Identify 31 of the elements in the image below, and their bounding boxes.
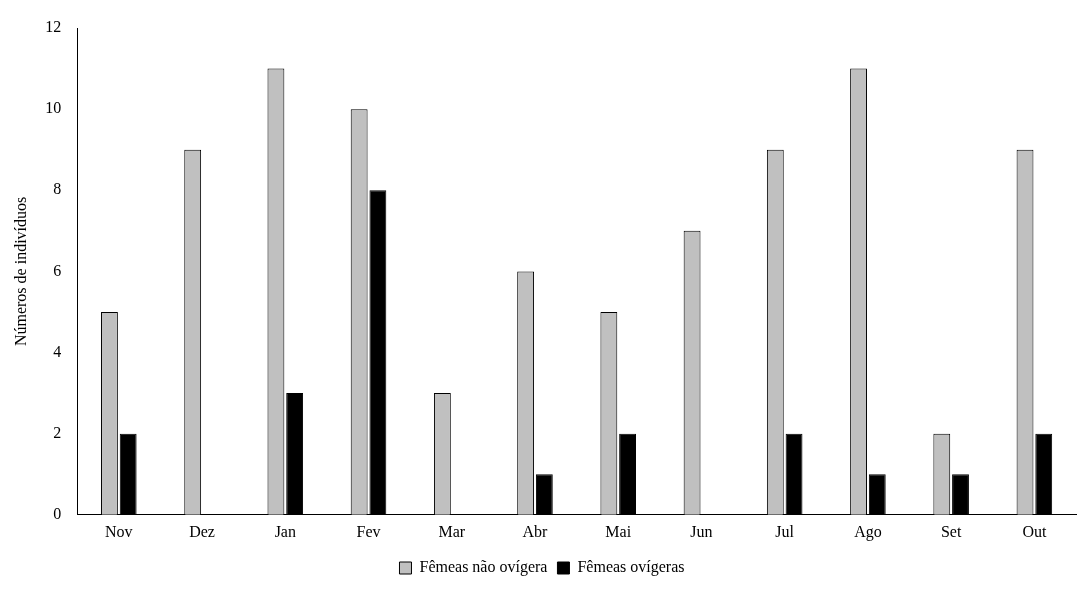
x-tick-label: Set (940, 522, 962, 540)
bar (369, 190, 387, 515)
bar (785, 433, 803, 515)
y-tick-label: 4 (53, 342, 62, 360)
bar (868, 474, 886, 515)
legend-label: Fêmeas ovígeras (577, 558, 685, 577)
bar (119, 433, 137, 515)
x-tick-label: Fev (356, 522, 381, 540)
y-tick-label: 8 (53, 180, 62, 198)
x-tick-label: Jul (775, 522, 795, 540)
bar (286, 393, 304, 515)
y-tick-label: 10 (45, 99, 62, 117)
y-axis-title: Números de indivíduos (11, 196, 29, 347)
x-tick-label: Nov (105, 522, 133, 540)
y-tick-label: 12 (45, 18, 62, 36)
bar (535, 474, 553, 515)
bar (619, 433, 637, 515)
x-tick-label: Out (1022, 522, 1047, 540)
y-tick-label: 6 (53, 261, 62, 279)
bar (952, 474, 969, 515)
x-tick-label: Abr (522, 522, 549, 540)
legend-label: Fêmeas não ovígera (419, 558, 548, 577)
x-tick-label: Mai (605, 522, 632, 540)
y-tick-label: 0 (53, 505, 62, 522)
x-tick-label: Jan (274, 522, 296, 540)
bar (1035, 433, 1053, 515)
x-tick-label: Mar (438, 522, 466, 540)
x-tick-label: Jun (690, 522, 713, 540)
x-tick-label: Dez (189, 522, 215, 540)
x-tick-label: Ago (854, 522, 882, 541)
y-tick-label: 2 (53, 423, 62, 441)
